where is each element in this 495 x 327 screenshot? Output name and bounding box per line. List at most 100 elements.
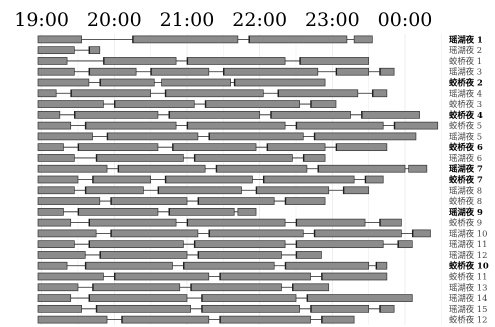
schedule-row [37,57,370,65]
trip-bar [335,67,370,76]
trip-bar [364,175,384,184]
trip-bar [201,304,300,313]
trip-bar [121,315,210,324]
trip-bar [37,197,101,205]
row-label: 瑶湖夜 9 [449,207,483,217]
trip-bar [270,110,351,119]
trip-bar [103,57,177,65]
schedule-row [37,154,326,162]
row-label: 瑶湖夜 8 [449,185,482,195]
trip-bar [84,121,177,130]
trip-bar [106,132,199,141]
schedule-row [37,261,388,270]
trip-bar [37,186,75,195]
schedule-row [37,78,326,87]
trip-bar [321,315,355,324]
schedule-row [37,67,395,76]
row-label: 蛟桥夜 7 [449,175,483,185]
schedule-row [37,164,428,173]
schedule-row [37,229,431,238]
trip-bar [37,35,82,44]
trip-bar [88,294,188,302]
trip-bar [37,218,72,227]
row-label: 蛟桥夜 3 [449,99,482,109]
trip-bar [37,100,104,108]
trip-bar [299,57,370,65]
trip-bar [37,251,86,259]
row-label: 蛟桥夜 1 [449,56,482,66]
trip-bar [37,229,97,238]
trip-bar [92,283,181,292]
trip-bar [37,175,79,184]
trip-bar [37,110,61,119]
schedule-row [37,207,257,216]
hour-tick-label: 22:00 [232,9,287,31]
row-label: 瑶湖夜 1 [449,34,483,44]
trip-bar [37,89,57,98]
trip-bar [168,207,235,216]
schedule-row [37,132,417,141]
trip-bar [95,154,184,162]
schedule-row [37,197,326,205]
trip-bar [113,272,210,281]
schedule-row [37,218,402,227]
trip-bar [110,197,188,205]
schedule-row [37,304,395,313]
trip-bar [88,218,177,227]
trip-bar [379,304,395,313]
trip-bar [117,164,206,173]
trip-bar [295,218,366,227]
row-label: 瑶湖夜 2 [449,45,482,55]
trip-bar [99,251,188,259]
trip-bar [73,110,159,119]
trip-bar [321,272,388,281]
schedule-row [37,240,413,249]
row-label: 瑶湖夜 10 [449,228,487,238]
trip-bar [193,240,286,249]
trip-bar [37,57,68,65]
trip-bar [37,154,75,162]
trip-bar [208,229,304,238]
trip-bar [84,186,144,195]
trip-bar [88,46,101,55]
trip-bar [84,261,173,270]
trip-bar [204,100,300,108]
trip-bar [132,35,239,44]
row-label: 蛟桥夜 12 [449,315,487,325]
schedule-row [37,175,384,184]
trip-bar [95,304,191,313]
row-label: 蛟桥夜 4 [449,110,483,120]
trip-bar [215,164,308,173]
trip-bar [397,240,413,249]
trip-bar [70,89,152,98]
trip-bar [150,67,210,76]
trip-bar [292,283,330,292]
row-label: 蛟桥夜 2 [449,78,483,88]
hatched-block [161,78,231,87]
schedule-row [37,100,337,108]
trip-bar [317,164,406,173]
row-label: 瑶湖夜 14 [449,293,487,303]
row-label: 蛟桥夜 6 [449,142,483,152]
trip-bar [393,121,439,130]
trip-bar [284,261,370,270]
row-label: 瑶湖夜 7 [449,164,483,174]
schedule-row [37,251,322,259]
trip-bar [157,186,242,195]
trip-bar [266,143,326,152]
trip-bar [92,175,152,184]
trip-bar [197,251,282,259]
schedule-row [37,186,370,195]
trip-bar [37,164,108,173]
trip-bar [37,78,90,87]
trip-bar [186,121,286,130]
row-label: 蛟桥夜 9 [449,218,482,228]
time-axis: 19:00 20:00 21:00 22:00 23:00 00:00 [14,9,432,31]
trip-bar [99,78,155,87]
schedule-row [37,121,439,130]
trip-bar [411,229,431,238]
row-label: 瑶湖夜 6 [449,153,482,163]
trip-bar [186,57,286,65]
